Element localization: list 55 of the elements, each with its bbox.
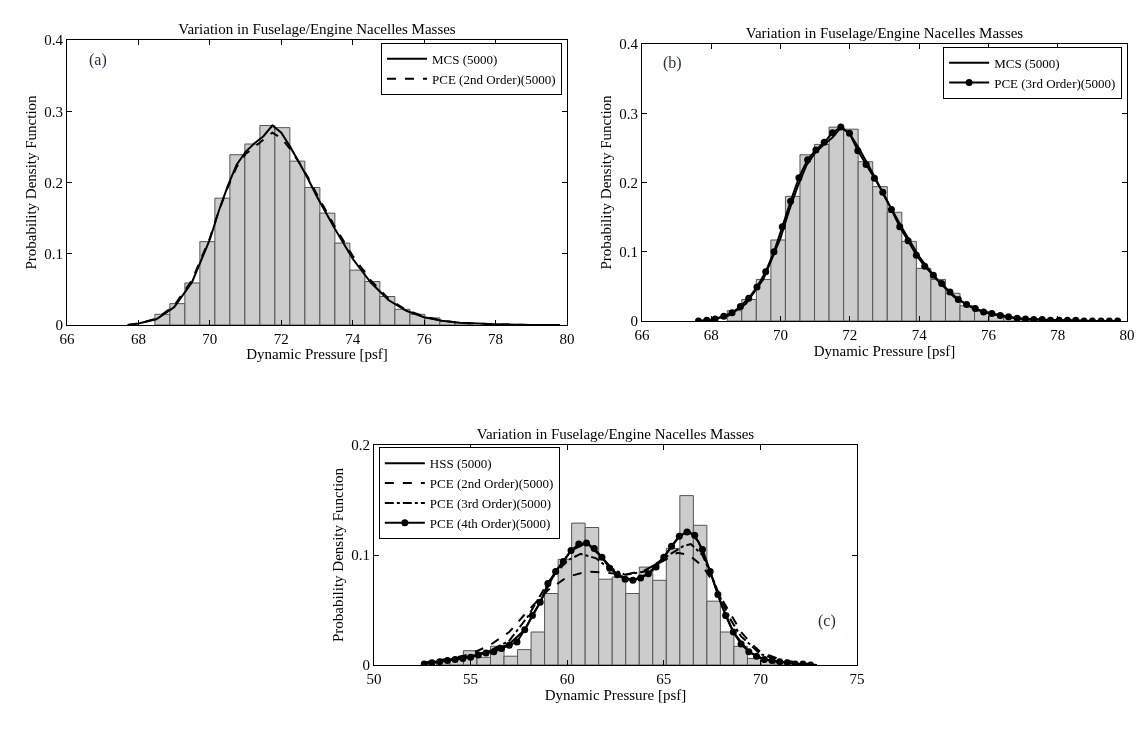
x-tick-label: 76	[980, 327, 997, 343]
y-tick-label: 0.2	[351, 437, 370, 454]
legend-label: MCS (5000)	[994, 55, 1060, 71]
x-tick-label: 65	[656, 671, 672, 687]
x-axis-title: Dynamic Pressure [psf]	[246, 346, 388, 362]
chart-title: Variation in Fuselage/Engine Nacelles Masses	[745, 25, 1024, 41]
chart-title: Variation in Fuselage/Engine Nacelles Masses	[476, 426, 755, 442]
y-tick-label: 0.4	[619, 36, 639, 53]
legend-label: PCE (3rd Order)(5000)	[994, 75, 1116, 91]
x-tick-label: 76	[416, 331, 433, 347]
x-axis-title: Dynamic Pressure [psf]	[813, 343, 956, 359]
x-tick-label: 70	[202, 331, 218, 347]
y-tick-label: 0.4	[44, 32, 64, 49]
y-tick-label: 0.1	[619, 244, 638, 260]
x-tick-label: 70	[752, 671, 768, 687]
x-tick-label: 72	[273, 331, 289, 347]
x-tick-label: 66	[634, 327, 650, 343]
x-tick-label: 80	[559, 331, 575, 347]
chart-title: Variation in Fuselage/Engine Nacelles Masses	[178, 21, 456, 37]
y-tick-label: 0.3	[619, 105, 638, 122]
y-tick-label: 0.1	[44, 246, 63, 262]
x-tick-label: 75	[849, 671, 865, 687]
x-tick-label: 70	[773, 327, 789, 343]
x-tick-label: 78	[488, 331, 504, 347]
x-tick-label: 66	[59, 331, 75, 347]
x-tick-label: 78	[1050, 327, 1066, 343]
annotation: (a)	[89, 51, 107, 69]
x-tick-label: 68	[703, 327, 719, 343]
x-tick-label: 74	[345, 331, 361, 347]
y-tick-label: 0.2	[44, 174, 63, 191]
x-tick-label: 72	[842, 327, 858, 343]
annotation: (c)	[818, 612, 836, 630]
x-tick-label: 60	[559, 671, 575, 687]
x-tick-label: 68	[130, 331, 146, 347]
y-axis-title: Probability Density Function	[597, 94, 614, 270]
y-tick-label: 0.1	[351, 547, 370, 564]
y-tick-label: 0	[362, 657, 370, 674]
y-axis-title: Probability Density Function	[22, 94, 39, 270]
legend-label: HSS (5000)	[429, 456, 492, 472]
legend-label: MCS (5000)	[432, 51, 498, 67]
legend-label: PCE (3rd Order)(5000)	[429, 496, 552, 512]
x-tick-label: 50	[366, 671, 382, 687]
annotation: (b)	[663, 54, 682, 72]
x-axis-title: Dynamic Pressure [psf]	[544, 687, 687, 703]
y-tick-label: 0	[630, 313, 638, 330]
y-tick-label: 0.2	[619, 174, 638, 191]
y-axis-title: Probability Density Function	[329, 467, 346, 643]
x-tick-label: 74	[911, 327, 928, 343]
legend-label: PCE (2nd Order)(5000)	[432, 71, 556, 87]
x-tick-label: 55	[463, 671, 479, 687]
legend-label: PCE (4th Order)(5000)	[429, 515, 551, 531]
legend-label: PCE (2nd Order)(5000)	[429, 476, 554, 492]
y-tick-label: 0	[55, 317, 63, 334]
y-tick-label: 0.3	[44, 103, 63, 120]
x-tick-label: 80	[1119, 327, 1135, 343]
